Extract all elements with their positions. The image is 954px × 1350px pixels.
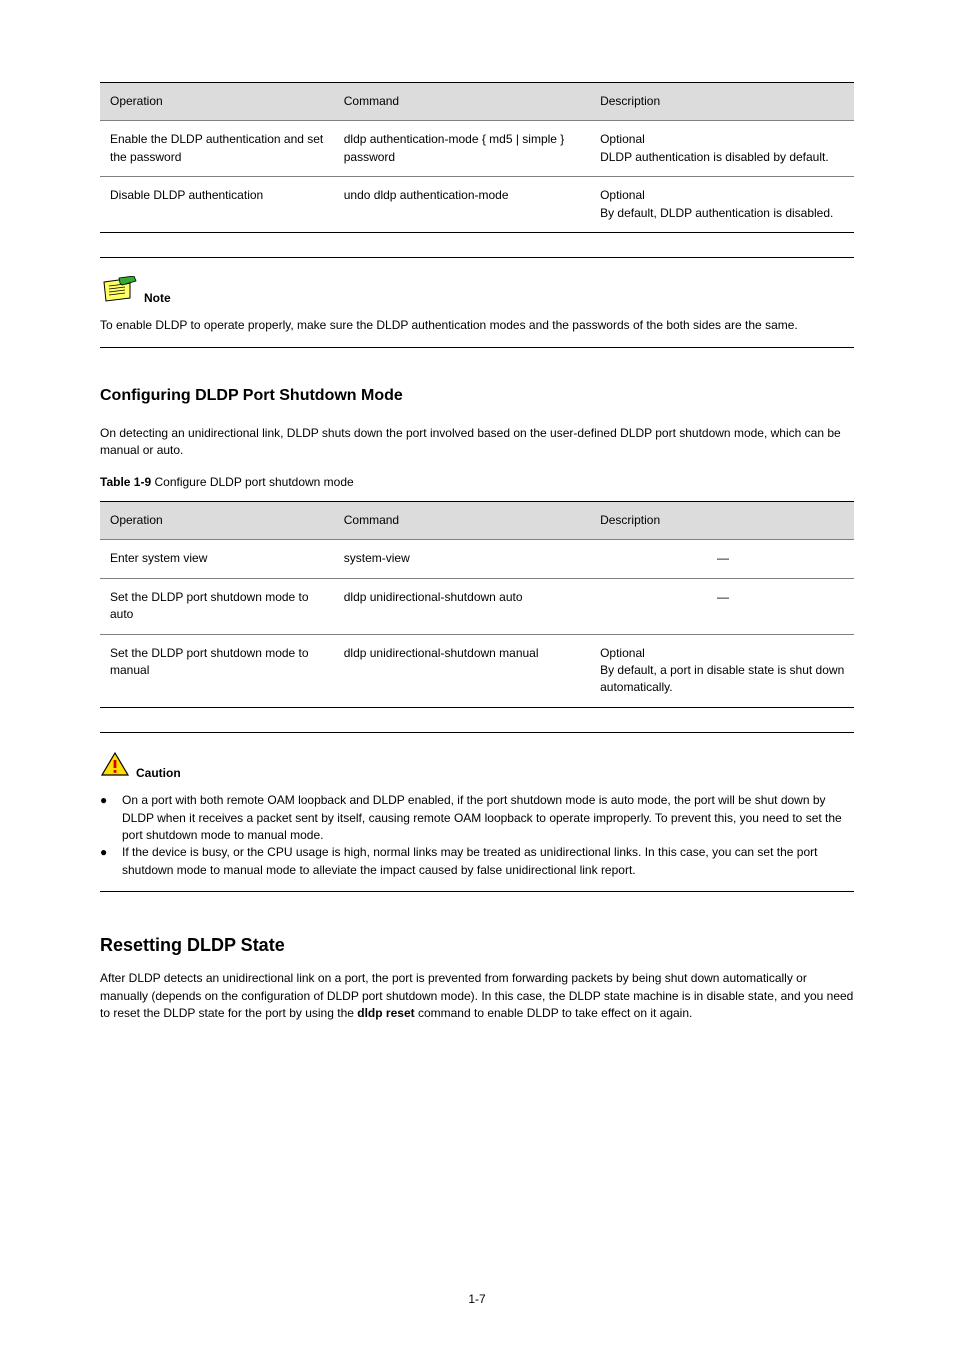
divider <box>100 257 854 258</box>
cell-operation: Enable the DLDP authentication and set t… <box>100 121 334 177</box>
col-command: Command <box>334 83 590 121</box>
caution-body: ● On a port with both remote OAM loopbac… <box>100 792 854 879</box>
section-port-shutdown: Configuring DLDP Port Shutdown Mode On d… <box>100 384 854 708</box>
cell-description: — <box>590 578 854 634</box>
table-header-row: Operation Command Description <box>100 502 854 540</box>
caption-rest: Configure DLDP port shutdown mode <box>151 475 354 489</box>
cell-description: Optional By default, DLDP authentication… <box>590 177 854 233</box>
col-operation: Operation <box>100 83 334 121</box>
col-description: Description <box>590 502 854 540</box>
caution-item: ● On a port with both remote OAM loopbac… <box>100 792 854 844</box>
col-command: Command <box>334 502 590 540</box>
caution-text: If the device is busy, or the CPU usage … <box>122 844 854 879</box>
page: Operation Command Description Enable the… <box>0 0 954 1350</box>
caution-label: Caution <box>136 765 181 782</box>
cell-description: — <box>590 540 854 578</box>
cell-command: system-view <box>334 540 590 578</box>
note-callout: Note To enable DLDP to operate properly,… <box>100 276 854 335</box>
cell-command: dldp unidirectional-shutdown auto <box>334 578 590 634</box>
table-caption: Table 1-9 Configure DLDP port shutdown m… <box>100 474 854 491</box>
cell-command: dldp authentication-mode { md5 | simple … <box>334 121 590 177</box>
section-paragraph: On detecting an unidirectional link, DLD… <box>100 425 854 460</box>
bullet-icon: ● <box>100 792 110 844</box>
note-header: Note <box>100 276 854 307</box>
cell-description: Optional By default, a port in disable s… <box>590 634 854 707</box>
cell-command: undo dldp authentication-mode <box>334 177 590 233</box>
caution-header: Caution <box>100 751 854 782</box>
cell-operation: Enter system view <box>100 540 334 578</box>
divider <box>100 891 854 892</box>
cell-operation: Set the DLDP port shutdown mode to auto <box>100 578 334 634</box>
cell-description: Optional DLDP authentication is disabled… <box>590 121 854 177</box>
divider <box>100 347 854 348</box>
table-row: Disable DLDP authentication undo dldp au… <box>100 177 854 233</box>
caption-lead: Table 1-9 <box>100 475 151 489</box>
cell-operation: Set the DLDP port shutdown mode to manua… <box>100 634 334 707</box>
note-icon <box>100 276 138 307</box>
col-description: Description <box>590 83 854 121</box>
table-dldp-auth: Operation Command Description Enable the… <box>100 82 854 233</box>
caution-item: ● If the device is busy, or the CPU usag… <box>100 844 854 879</box>
cell-operation: Disable DLDP authentication <box>100 177 334 233</box>
page-number: 1-7 <box>0 1291 954 1308</box>
note-label: Note <box>144 290 171 307</box>
note-body: To enable DLDP to operate properly, make… <box>100 317 854 334</box>
caution-callout: Caution ● On a port with both remote OAM… <box>100 751 854 879</box>
caution-text: On a port with both remote OAM loopback … <box>122 792 854 844</box>
page-heading: Resetting DLDP State <box>100 932 854 958</box>
table-port-shutdown: Operation Command Description Enter syst… <box>100 501 854 708</box>
table-row: Set the DLDP port shutdown mode to auto … <box>100 578 854 634</box>
h1-paragraph: After DLDP detects an unidirectional lin… <box>100 970 854 1022</box>
cell-command: dldp unidirectional-shutdown manual <box>334 634 590 707</box>
table-row: Enable the DLDP authentication and set t… <box>100 121 854 177</box>
section-heading: Configuring DLDP Port Shutdown Mode <box>100 384 854 407</box>
note-text: To enable DLDP to operate properly, make… <box>100 317 854 334</box>
col-operation: Operation <box>100 502 334 540</box>
caution-icon <box>100 751 130 782</box>
table-row: Set the DLDP port shutdown mode to manua… <box>100 634 854 707</box>
para-part2: command to enable DLDP to take effect on… <box>415 1006 693 1020</box>
table-row: Enter system view system-view — <box>100 540 854 578</box>
divider <box>100 732 854 733</box>
table-header-row: Operation Command Description <box>100 83 854 121</box>
bullet-icon: ● <box>100 844 110 879</box>
cmd-inline: dldp reset <box>357 1006 414 1020</box>
